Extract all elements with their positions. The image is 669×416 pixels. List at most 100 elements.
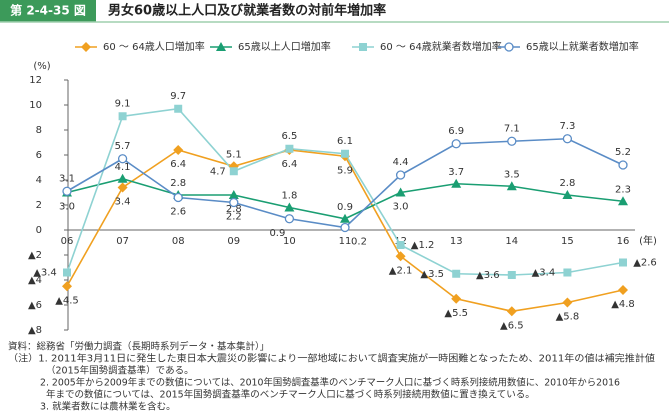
data-label: 1.8 <box>281 191 297 202</box>
data-label: 3.0 <box>59 202 75 213</box>
x-tick-label: 14 <box>505 236 518 247</box>
data-label: ▲1.2 <box>411 240 435 251</box>
data-label: 6.9 <box>448 126 464 137</box>
data-label: 3.4 <box>115 197 131 208</box>
marker <box>117 173 128 183</box>
data-label: 4.4 <box>393 157 409 168</box>
data-label: 5.9 <box>337 165 353 176</box>
data-label: 5.2 <box>615 147 631 158</box>
figure-number: 第 2-4-35 図 <box>10 3 86 18</box>
marker <box>507 136 517 146</box>
data-label: ▲5.8 <box>556 312 580 323</box>
marker <box>341 149 349 158</box>
data-label: 3.5 <box>504 169 520 180</box>
legend-label: 60 ～ 64歳就業者数増加率 <box>380 40 502 53</box>
marker <box>562 134 573 144</box>
y-tick-label: ▲8 <box>28 325 42 336</box>
x-tick-label: 07 <box>116 236 129 247</box>
legend-marker <box>216 42 226 51</box>
data-label: ▲2.6 <box>633 258 657 269</box>
data-label: 2.8 <box>170 178 186 189</box>
x-unit: (年) <box>639 234 657 247</box>
data-label: ▲3.4 <box>33 268 57 279</box>
marker <box>395 170 406 180</box>
data-label: ▲2.1 <box>389 265 413 276</box>
marker <box>395 187 406 197</box>
marker <box>117 182 128 193</box>
data-label: 5.1 <box>226 149 242 160</box>
marker <box>506 181 517 191</box>
data-label: 3.7 <box>448 167 464 178</box>
data-label: 2.6 <box>170 207 186 218</box>
marker <box>451 293 462 304</box>
marker <box>451 178 462 188</box>
data-label: ▲4.8 <box>611 299 635 310</box>
marker <box>174 104 183 113</box>
x-tick-label: 06 <box>61 236 74 247</box>
data-label: 6.4 <box>170 159 186 170</box>
marker <box>284 202 295 212</box>
y-tick-label: 8 <box>36 125 42 136</box>
x-tick-label: 13 <box>450 236 463 247</box>
marker <box>284 214 295 224</box>
marker <box>619 258 627 267</box>
data-label: ▲4.5 <box>55 295 79 306</box>
x-tick-label: 10 <box>283 236 296 247</box>
marker <box>618 285 628 295</box>
marker <box>62 281 72 292</box>
y-tick-label: ▲6 <box>28 300 42 311</box>
note-line: （2015年国勢調査基準）である。 <box>46 365 194 377</box>
marker <box>117 154 128 164</box>
data-label: 2.8 <box>559 178 575 189</box>
marker <box>506 306 517 317</box>
data-label: ▲3.6 <box>476 270 500 281</box>
marker <box>173 145 184 155</box>
series-line <box>66 107 624 276</box>
x-tick-label: 15 <box>561 236 574 247</box>
data-label: 7.1 <box>504 123 520 134</box>
y-tick-label: 10 <box>29 100 42 111</box>
legend-marker <box>81 42 91 52</box>
x-tick-label: 11 <box>339 236 352 247</box>
data-label: 9.7 <box>170 91 186 102</box>
data-label: 0.9 <box>337 202 353 213</box>
chart-title: 男女60歳以上人口及び就業者数の対前年増加率 <box>108 3 386 19</box>
data-label: 2.8 <box>226 204 242 215</box>
y-tick-label: ▲2 <box>28 250 42 261</box>
y-tick-label: 4 <box>36 175 42 186</box>
note-line: 2. 2005年から2009年までの数値については、2010年国勢調査基準のベン… <box>40 377 620 389</box>
marker <box>562 190 573 199</box>
series-line <box>66 177 624 220</box>
marker <box>340 213 350 223</box>
data-label: 2.2 <box>226 212 242 223</box>
data-label: ▲3.4 <box>532 268 556 279</box>
notes: 資料：総務省「労働力調査（長期時系列データ・基本集計）」（注）1. 2011年3… <box>8 341 656 413</box>
data-label: 4.1 <box>115 162 131 173</box>
x-tick-label: 16 <box>617 236 630 247</box>
marker <box>452 269 461 278</box>
y-tick-label: ▲4 <box>28 275 42 286</box>
x-tick-label: 08 <box>172 236 185 247</box>
data-label: 6.1 <box>337 136 353 147</box>
marker <box>285 144 294 153</box>
marker <box>451 139 461 149</box>
marker <box>229 167 238 176</box>
x-tick-label: 09 <box>227 236 240 247</box>
data-label: 0.9 <box>269 228 285 239</box>
data-label: 3.1 <box>59 173 75 184</box>
marker <box>62 186 72 196</box>
marker <box>173 192 183 203</box>
marker <box>340 222 350 233</box>
y-tick-label: 6 <box>36 150 42 161</box>
marker <box>63 268 71 277</box>
marker <box>228 190 239 199</box>
data-label: ▲5.5 <box>444 308 468 319</box>
y-unit: (%) <box>33 61 50 72</box>
data-label: 3.0 <box>393 202 409 213</box>
data-label: ▲3.5 <box>420 269 444 280</box>
y-tick-label: 12 <box>29 75 42 86</box>
note-line: 年までの数値については、2015年国勢調査基準のベンチマーク人口に基づく時系列接… <box>46 389 535 401</box>
data-label: 4.7 <box>210 166 226 177</box>
